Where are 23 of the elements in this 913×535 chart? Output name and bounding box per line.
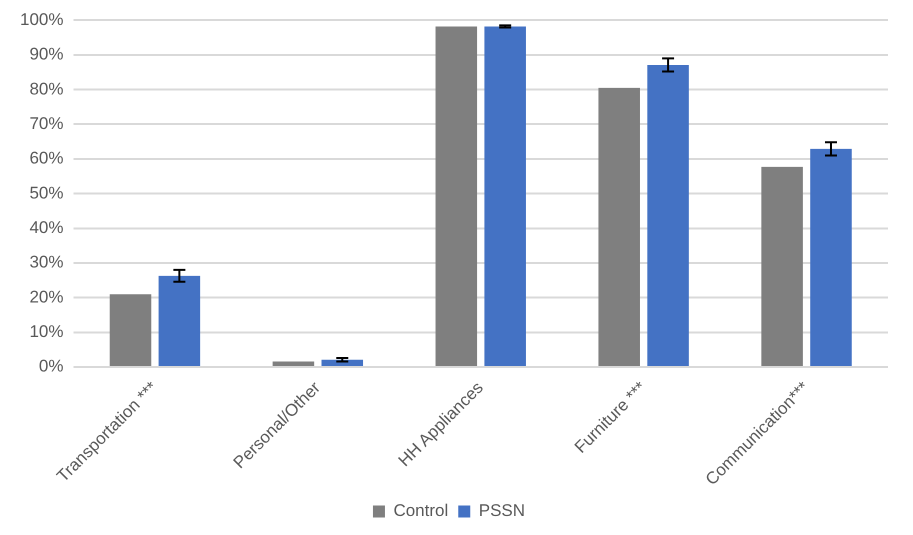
- bar: [484, 26, 526, 366]
- legend-label: Control: [393, 501, 448, 520]
- bar: [810, 148, 852, 366]
- y-tick-label: 80%: [29, 79, 64, 98]
- y-tick-label: 100%: [20, 10, 64, 29]
- y-tick-label: 20%: [29, 287, 64, 306]
- y-tick-label: 0%: [38, 356, 64, 376]
- bar: [272, 361, 314, 366]
- bar: [436, 26, 478, 366]
- bar: [647, 64, 689, 366]
- y-tick-label: 60%: [29, 148, 64, 168]
- y-tick-label: 10%: [29, 322, 64, 342]
- y-tick-label: 40%: [29, 218, 64, 237]
- bar: [158, 276, 200, 366]
- bar: [322, 360, 364, 366]
- legend-label: PSSN: [478, 501, 526, 520]
- bar: [598, 88, 640, 366]
- y-tick-label: 90%: [29, 44, 64, 64]
- y-tick-label: 50%: [29, 183, 64, 202]
- bar: [761, 166, 803, 366]
- y-tick-label: 30%: [29, 252, 64, 272]
- y-tick-label: 70%: [29, 114, 64, 133]
- bar: [110, 294, 152, 366]
